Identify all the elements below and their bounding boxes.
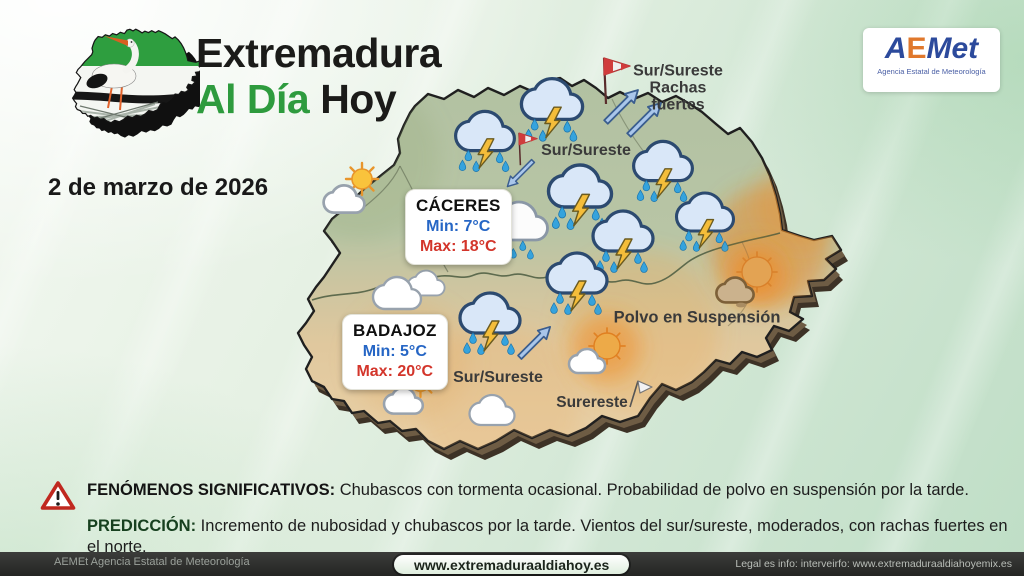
title-line1: Extremadura (196, 30, 442, 76)
prediction-text: PREDICCIÓN: Incremento de nubosidad y ch… (87, 517, 1008, 556)
prediction-row: PREDICCIÓN: Incremento de nubosidad y ch… (40, 516, 1008, 558)
warning-triangle-icon (40, 481, 76, 510)
extremadura-flag-stork-logo (65, 21, 200, 142)
wind-label-north: Sur/Sureste Rachas fuertes (633, 62, 723, 114)
dust-suspension-label: Polvo en Suspensión (613, 308, 781, 327)
station-min-temp: Min: 7°C (426, 217, 491, 235)
footer-website-pill: www.extremaduraaldiahoy.es (394, 555, 630, 574)
footer-agency-text: AEMEt Agencia Estatal de Meteorología (54, 556, 250, 568)
aemet-wordmark: AEMet (884, 32, 979, 65)
station-min-temp: Min: 5°C (362, 342, 427, 360)
aemet-logo: AEMet Agencia Estatal de Meteorología (863, 28, 1000, 92)
title-line2: Al Día Hoy (196, 76, 441, 122)
significant-phenomena-row: FENÓMENOS SIGNIFICATIVOS: Chubascos con … (40, 480, 1008, 511)
wind-label-southeast: Surereste (556, 394, 628, 411)
show-title: Extremadura Al Día Hoy (196, 30, 442, 122)
title-black-part: Hoy (320, 76, 397, 122)
station-name: BADAJOZ (353, 321, 437, 340)
station-box-badajoz: BADAJOZ Min: 5°C Max: 20°C (342, 314, 448, 390)
wind-label-south: Sur/Sureste (453, 369, 543, 386)
footer-legal-text: Legal es info: interveirfo: www.extremad… (735, 558, 1012, 570)
station-max-temp: Max: 20°C (356, 363, 434, 381)
forecast-date: 2 de marzo de 2026 (48, 174, 269, 201)
station-max-temp: Max: 18°C (419, 238, 497, 256)
wind-label-northwest: Sur/Sureste (541, 142, 631, 159)
alerts-section: FENÓMENOS SIGNIFICATIVOS: Chubascos con … (40, 480, 1008, 563)
station-name: CÁCERES (416, 196, 501, 215)
stork-illustration (86, 36, 139, 111)
significant-phenomena-text: FENÓMENOS SIGNIFICATIVOS: Chubascos con … (87, 481, 969, 499)
station-box-caceres: CÁCERES Min: 7°C Max: 18°C (405, 189, 512, 265)
title-green-part: Al Día (196, 76, 310, 122)
aemet-subtitle: Agencia Estatal de Meteorología (877, 67, 986, 76)
